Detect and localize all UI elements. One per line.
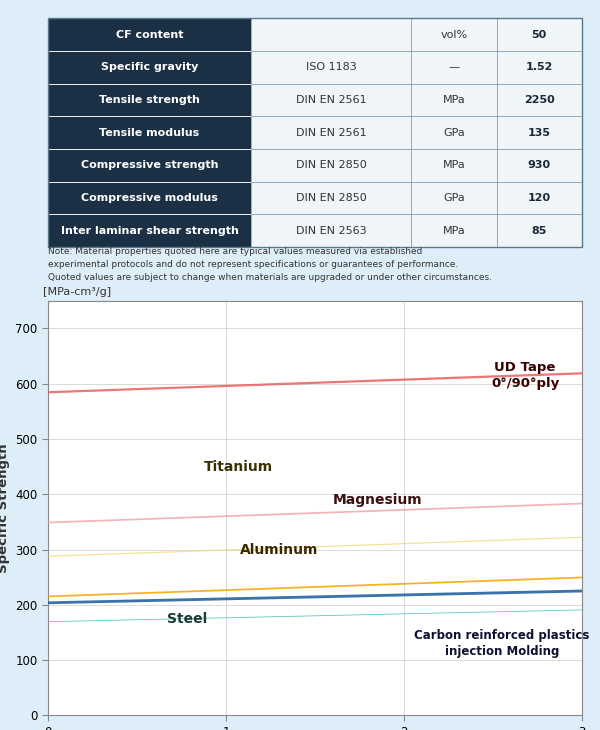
Text: Specific gravity: Specific gravity [101, 62, 198, 72]
Text: DIN EN 2563: DIN EN 2563 [296, 226, 367, 236]
Bar [411, 215, 497, 247]
Bar [251, 116, 411, 149]
Text: Inter laminar shear strength: Inter laminar shear strength [61, 226, 238, 236]
Text: DIN EN 2850: DIN EN 2850 [296, 193, 367, 203]
Ellipse shape [0, 447, 600, 651]
Text: DIN EN 2561: DIN EN 2561 [296, 95, 367, 105]
Bar [48, 182, 251, 215]
Bar [411, 182, 497, 215]
Bar [497, 215, 582, 247]
Bar [497, 18, 582, 51]
Text: 120: 120 [528, 193, 551, 203]
Text: Titanium: Titanium [204, 460, 273, 474]
Text: vol%: vol% [440, 30, 467, 39]
Bar [411, 116, 497, 149]
Bar [497, 116, 582, 149]
Bar [48, 84, 251, 116]
Text: Compressive strength: Compressive strength [81, 161, 218, 170]
Text: Compressive modulus: Compressive modulus [81, 193, 218, 203]
Bar [497, 84, 582, 116]
Bar [251, 182, 411, 215]
Bar [48, 215, 251, 247]
Text: GPa: GPa [443, 128, 465, 138]
Bar [48, 51, 251, 84]
Text: MPa: MPa [442, 226, 465, 236]
Bar [411, 84, 497, 116]
Text: Magnesium: Magnesium [332, 493, 422, 507]
Bar [251, 84, 411, 116]
Text: Steel: Steel [167, 612, 207, 626]
Text: MPa: MPa [442, 161, 465, 170]
Text: 135: 135 [528, 128, 551, 138]
Text: DIN EN 2850: DIN EN 2850 [296, 161, 367, 170]
Bar [497, 182, 582, 215]
Text: 1.52: 1.52 [526, 62, 553, 72]
Bar [251, 18, 411, 51]
Bar [411, 149, 497, 182]
Text: ISO 1183: ISO 1183 [305, 62, 356, 72]
Text: DIN EN 2561: DIN EN 2561 [296, 128, 367, 138]
Text: 930: 930 [528, 161, 551, 170]
Text: Note: Material properties quoted here are typical values measured via establishe: Note: Material properties quoted here ar… [48, 247, 492, 282]
Text: Carbon reinforced plastics
injection Molding: Carbon reinforced plastics injection Mol… [414, 629, 590, 658]
Ellipse shape [0, 503, 600, 674]
Text: 2250: 2250 [524, 95, 554, 105]
Text: GPa: GPa [443, 193, 465, 203]
Text: MPa: MPa [442, 95, 465, 105]
Bar [411, 18, 497, 51]
Bar [251, 215, 411, 247]
Text: 50: 50 [532, 30, 547, 39]
Text: UD Tape
0°/90°ply: UD Tape 0°/90°ply [491, 361, 559, 390]
Ellipse shape [0, 539, 600, 698]
Bar [497, 149, 582, 182]
Bar [48, 149, 251, 182]
Text: Tensile strength: Tensile strength [99, 95, 200, 105]
Text: 85: 85 [532, 226, 547, 236]
Bar [48, 116, 251, 149]
Text: —: — [448, 62, 460, 72]
Text: Tensile modulus: Tensile modulus [100, 128, 200, 138]
Text: Aluminum: Aluminum [240, 542, 319, 556]
Text: CF content: CF content [116, 30, 183, 39]
Bar [411, 51, 497, 84]
Ellipse shape [0, 537, 600, 651]
Ellipse shape [0, 310, 600, 442]
Bar [48, 18, 251, 51]
Bar [251, 149, 411, 182]
Bar [497, 51, 582, 84]
Y-axis label: Specific Strength: Specific Strength [0, 443, 10, 573]
Ellipse shape [0, 445, 600, 577]
Bar [251, 51, 411, 84]
Text: [MPa-cm³/g]: [MPa-cm³/g] [43, 287, 111, 296]
